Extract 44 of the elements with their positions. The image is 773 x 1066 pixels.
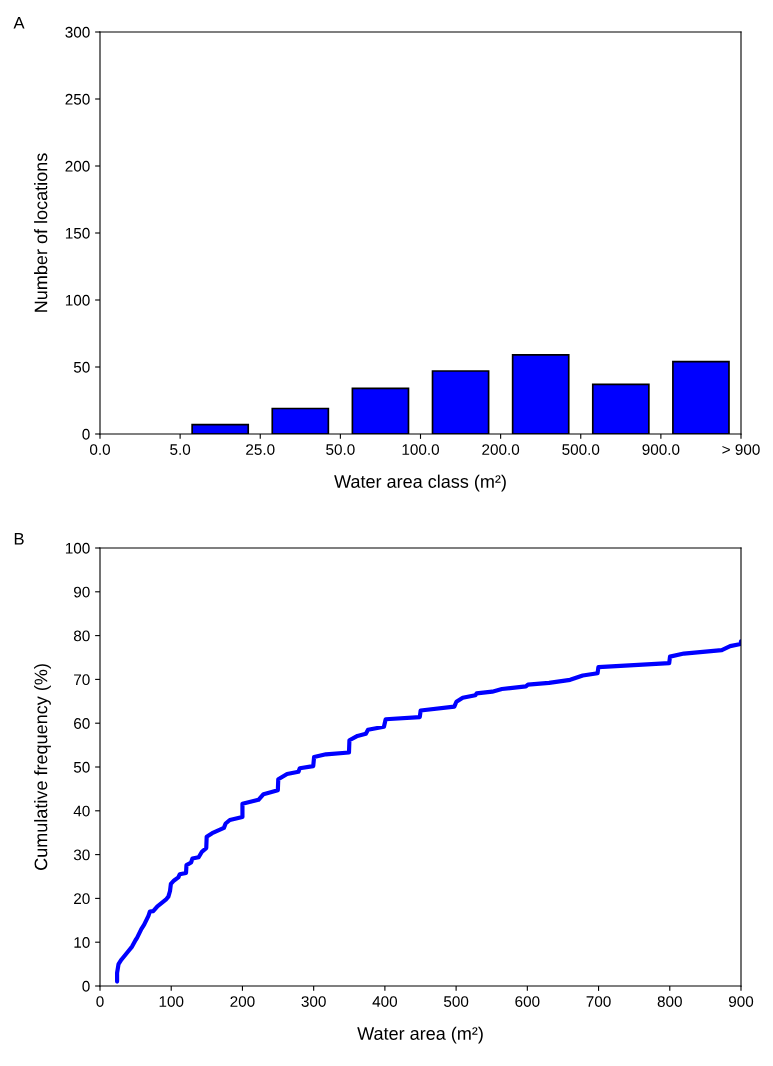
text: 0.0 [89,444,111,455]
x-tick-label: 600 [515,996,540,1007]
y-axis-title: Cumulative frequency (%) [34,664,51,870]
x-axis-title: Water area (m²) [357,1026,483,1044]
x-tick-label: 500 [443,996,469,1007]
text: 200.0 [482,444,520,455]
x-axis-title: Water area class (m²) [334,474,506,492]
text: 50.0 [326,444,355,455]
text: > 900 [722,444,760,455]
y-tick-label: 50 [73,361,90,373]
y-tick-label: 10 [74,937,90,948]
x-tick-label: 900 [728,996,754,1007]
text: 5.0 [170,444,191,455]
y-tick-label: 20 [74,893,90,905]
y-tick-label: 100 [65,294,90,306]
y-tick-label: 200 [65,160,90,172]
text: 100.0 [402,444,440,455]
x-tick-label: 700 [586,996,611,1007]
y-tick-label: 100 [65,542,90,554]
x-tick-label: 800 [657,996,682,1007]
y-tick-label: 90 [74,586,90,598]
y-tick-label: 0 [82,428,90,440]
text: 900.0 [642,444,680,455]
line-series [115,639,741,984]
x-tick-label: 300 [301,996,326,1007]
y-tick-label: 30 [73,849,90,861]
y-tick-label: 40 [73,805,90,817]
chart-title: B [14,533,24,545]
x-tick-label: 400 [372,996,398,1007]
y-tick-label: 250 [65,93,90,105]
text: 25.0 [246,444,275,455]
y-axis-title: Number of locations [34,153,48,312]
y-tick-label: 50 [73,761,90,773]
x-tick-label: 0 [96,996,104,1007]
y-tick-label: 80 [73,630,90,642]
y-tick-label: 60 [74,718,90,729]
y-tick-label: 0 [82,980,90,992]
x-tick-label: 200 [230,996,255,1007]
y-tick-label: 150 [65,227,90,239]
chart-title: A [13,17,25,29]
x-tick-label: 100 [159,996,184,1007]
y-tick-label: 70 [74,674,90,686]
text: 500.0 [562,444,600,455]
y-tick-label: 300 [65,26,90,38]
